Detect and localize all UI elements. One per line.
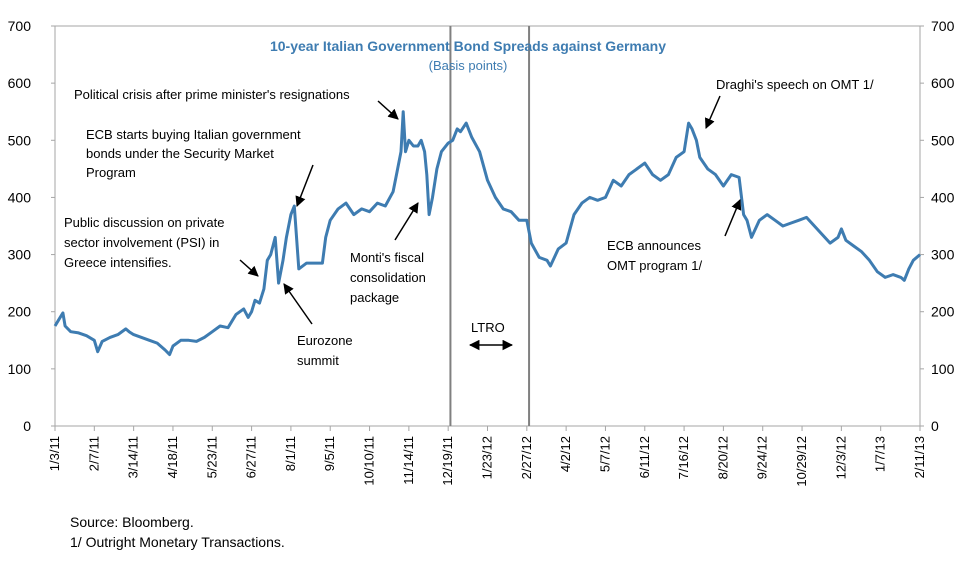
- annotation-ecb-smp-line2: bonds under the Security Market: [86, 146, 274, 161]
- arrow-psi: [239, 259, 259, 277]
- x-tick-label: 1/3/11: [47, 436, 62, 471]
- annotation-monti-line2: consolidation: [350, 270, 426, 285]
- annotation-psi-line3: Greece intensifies.: [64, 255, 172, 270]
- x-tick-label: 2/11/13: [912, 436, 927, 478]
- x-axis: 1/3/11 2/7/11 3/14/11 4/18/11 5/23/11 6/27/11…: [47, 426, 927, 487]
- chart-notes: Source: Bloomberg. 1/ Outright Monetary …: [70, 512, 285, 552]
- x-tick-label: 10/10/11: [362, 436, 377, 486]
- annotations: Political crisis after prime minister's …: [64, 77, 874, 368]
- x-tick-label: 3/14/11: [126, 436, 141, 478]
- x-tick-label: 12/3/12: [833, 436, 848, 479]
- arrow-ecb-smp: [295, 164, 314, 207]
- y-tick-label-left: 300: [8, 247, 32, 263]
- spread-line: [53, 110, 921, 357]
- annotation-ecb-smp-line3: Program: [86, 165, 136, 180]
- annotation-ltro: LTRO: [471, 320, 505, 335]
- y-tick-label-right: 300: [931, 247, 955, 263]
- y-tick-label-left: 0: [23, 418, 31, 434]
- annotation-monti-line3: package: [350, 290, 399, 305]
- y-tick-label-right: 400: [931, 189, 955, 205]
- y-tick-label-left: 400: [8, 189, 32, 205]
- annotation-psi-line1: Public discussion on private: [64, 215, 224, 230]
- y-tick-label-left: 100: [8, 361, 32, 377]
- x-tick-label: 10/29/12: [794, 436, 809, 487]
- x-tick-label: 9/24/12: [755, 436, 770, 479]
- annotation-eurozone-summit-line2: summit: [297, 353, 339, 368]
- ltro-vertical-lines: [449, 26, 531, 426]
- annotation-ecb-smp-line1: ECB starts buying Italian government: [86, 127, 301, 142]
- x-tick-label: 5/23/11: [204, 436, 219, 478]
- annotation-monti-line1: Monti's fiscal: [350, 250, 424, 265]
- source-note: Source: Bloomberg.: [70, 514, 194, 530]
- x-tick-label: 5/7/12: [597, 436, 612, 472]
- arrow-political-crisis: [377, 100, 399, 120]
- y-tick-label-left: 200: [8, 304, 32, 320]
- y-tick-label-right: 700: [931, 18, 955, 34]
- x-tick-label: 4/2/12: [558, 436, 573, 472]
- annotation-monti: Monti's fiscal consolidation package: [350, 250, 430, 305]
- x-tick-label: 1/7/13: [873, 436, 888, 472]
- y-tick-label-left: 700: [8, 18, 32, 34]
- x-tick-label: 9/5/11: [322, 436, 337, 471]
- y-tick-label-right: 200: [931, 304, 955, 320]
- arrow-eurozone-summit: [283, 283, 313, 325]
- x-tick-label: 2/27/12: [519, 436, 534, 479]
- annotation-omt-line1: ECB announces: [607, 238, 701, 253]
- annotation-draghi: Draghi's speech on OMT 1/: [716, 77, 874, 92]
- x-tick-label: 4/18/11: [165, 436, 180, 478]
- annotation-eurozone-summit-line1: Eurozone: [297, 333, 353, 348]
- annotation-psi: Public discussion on private sector invo…: [64, 215, 228, 270]
- x-tick-label: 1/23/12: [480, 436, 495, 479]
- annotation-omt-line2: OMT program 1/: [607, 258, 703, 273]
- arrow-monti: [394, 202, 419, 241]
- y-axis-left: 0 100 200 300 400 500 600 700: [8, 18, 55, 434]
- y-tick-label-left: 500: [8, 132, 32, 148]
- x-tick-label: 8/1/11: [283, 436, 298, 471]
- x-tick-label: 7/16/12: [676, 436, 691, 479]
- annotation-ecb-smp: ECB starts buying Italian government bon…: [86, 127, 304, 180]
- y-tick-label-right: 600: [931, 75, 955, 91]
- y-tick-label-left: 600: [8, 75, 32, 91]
- y-axis-right: 0 100 200 300 400 500 600 700: [920, 18, 955, 434]
- arrow-omt: [724, 199, 742, 237]
- chart-title: 10-year Italian Government Bond Spreads …: [270, 38, 666, 54]
- x-tick-label: 11/14/11: [401, 436, 416, 485]
- annotation-political-crisis: Political crisis after prime minister's …: [74, 87, 350, 102]
- x-tick-label: 12/19/11: [440, 436, 455, 486]
- footnote: 1/ Outright Monetary Transactions.: [70, 534, 285, 550]
- arrow-draghi: [704, 95, 721, 129]
- annotation-omt: ECB announces OMT program 1/: [607, 238, 705, 273]
- y-tick-label-right: 0: [931, 418, 939, 434]
- x-tick-label: 6/11/12: [637, 436, 652, 478]
- x-tick-label: 8/20/12: [715, 436, 730, 479]
- annotation-psi-line2: sector involvement (PSI) in: [64, 235, 219, 250]
- y-tick-label-right: 500: [931, 132, 955, 148]
- annotation-political-crisis-text: Political crisis after prime minister's …: [74, 87, 350, 102]
- series-layer: [53, 110, 921, 357]
- annotation-eurozone-summit: Eurozone summit: [297, 333, 356, 368]
- x-tick-label: 2/7/11: [86, 436, 101, 471]
- y-tick-label-right: 100: [931, 361, 955, 377]
- x-tick-label: 6/27/11: [244, 436, 259, 478]
- chart-subtitle: (Basis points): [429, 58, 508, 73]
